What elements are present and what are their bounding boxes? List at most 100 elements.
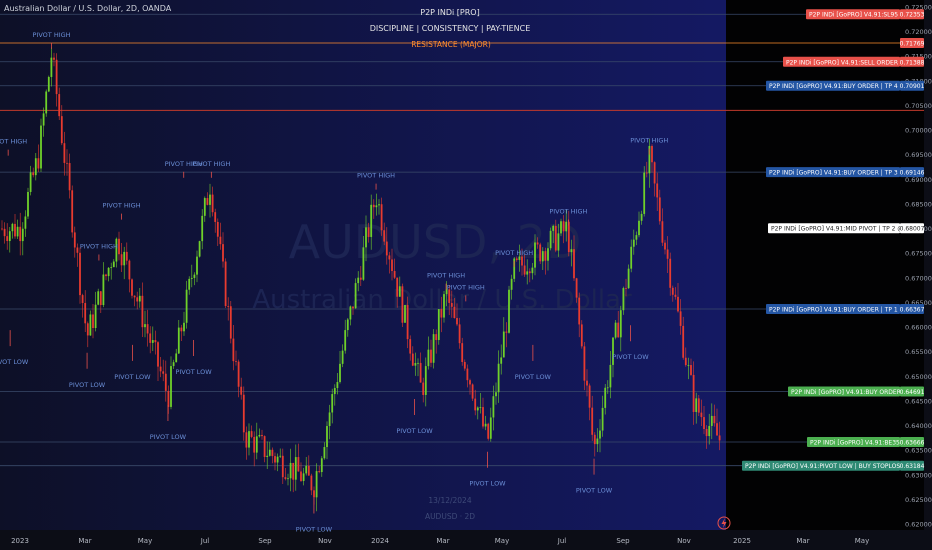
candle [450,290,453,318]
candle [279,448,282,459]
level-badge-tp3[interactable]: P2P INDi [GoPRO] V4.91:BUY ORDER | TP 3 … [766,167,925,178]
candle [34,153,37,181]
svg-text:P2P INDi [GoPRO] V4.91:BE35 @: P2P INDi [GoPRO] V4.91:BE35 @ [810,439,908,446]
candle [508,285,510,334]
candle [677,282,679,313]
candle [315,463,318,512]
y-tick-label: 0.62000 [905,521,932,529]
candle [354,278,357,309]
candle [11,222,14,239]
x-tick-label: May [855,537,869,545]
y-tick-label: 0.72000 [905,28,932,36]
svg-text:PIVOT HIGH: PIVOT HIGH [495,249,533,257]
candle [63,131,66,176]
watermark-symbol: AUDUSD, 2D [289,215,582,269]
candle [523,254,526,277]
candle [263,435,266,463]
candle [157,341,159,381]
level-badge-buy[interactable]: P2P INDi [GoPRO] V4.91:BUY ORDER @0.6469… [788,386,925,397]
candle [456,303,458,327]
candle [544,247,547,275]
svg-text:P2P INDi [GoPRO] V4.91:MID PIV: P2P INDi [GoPRO] V4.91:MID PIVOT | TP 2 … [771,226,903,233]
candle [573,235,575,282]
candle [583,341,586,391]
candle [463,359,466,371]
candle [645,161,648,178]
candle [133,295,136,307]
indicator-title[interactable]: P2P INDi [PRO] [420,8,479,17]
svg-text:0.64691: 0.64691 [900,389,925,396]
candle [419,352,422,383]
candle [346,317,349,337]
candle [440,296,443,333]
svg-text:PIVOT HIGH: PIVOT HIGH [33,31,71,39]
candle [651,144,653,173]
level-badge-tp2[interactable]: P2P INDi [GoPRO] V4.91:MID PIVOT | TP 2 … [768,223,925,234]
candle [674,287,677,300]
svg-text:0.66367: 0.66367 [900,306,925,313]
pivot-low-marker: PIVOT LOW [114,344,151,381]
candle [219,222,222,250]
alert-icon[interactable] [717,516,731,530]
level-badge-resistance[interactable]: 0.71769 [900,37,925,48]
svg-text:PIVOT LOW: PIVOT LOW [150,433,187,441]
pivot-low-marker: PIVOT LOW [150,404,187,441]
candle [86,321,89,348]
candle [469,378,471,395]
candle [328,404,331,440]
candle [536,237,539,249]
candle [125,242,128,265]
svg-text:0.63666: 0.63666 [900,439,925,446]
y-tick-label: 0.63500 [905,447,932,455]
level-badge-current[interactable]: P2P INDi [GoPRO] V4.91:BE35 @0.63666 [807,436,925,447]
candle [357,271,360,292]
candle [302,467,305,486]
candle [391,248,393,281]
candle [320,456,323,477]
level-badge-stoploss[interactable]: P2P INDi [GoPRO] V4.91:PIVOT LOW | BUY S… [742,460,925,471]
candle [203,196,206,222]
candle [632,229,635,255]
level-badge-sell[interactable]: P2P INDi [GoPRO] V4.91:SELL ORDER @0.713… [783,56,925,67]
pivot-high-marker: PIVOT HIGH [630,137,668,155]
y-tick-label: 0.69000 [905,176,932,184]
candle [216,218,219,246]
candle [505,322,508,348]
candle [227,297,230,321]
svg-text:0.71388: 0.71388 [900,59,925,66]
y-tick-label: 0.64000 [905,422,932,430]
svg-text:PIVOT HIGH: PIVOT HIGH [630,137,668,145]
candle [606,380,609,394]
pivot-high-marker: PIVOT HIGH [165,160,203,178]
symbol-title[interactable]: Australian Dollar / U.S. Dollar, 2D, OAN… [4,4,172,13]
svg-text:PIVOT HIGH: PIVOT HIGH [357,172,395,180]
candle [562,215,565,244]
candle [682,316,685,360]
candle [458,317,461,349]
candle [596,428,599,453]
candle [289,448,292,492]
candle [430,339,432,368]
level-badge-tp1[interactable]: P2P INDi [GoPRO] V4.91:BUY ORDER | TP 1 … [766,303,925,314]
candle [164,360,167,402]
svg-text:0.71769: 0.71769 [900,40,925,47]
candle [55,53,58,107]
level-badge-tp4[interactable]: P2P INDi [GoPRO] V4.91:BUY ORDER | TP 4 … [766,80,925,91]
candle [167,385,170,414]
candle [188,276,191,295]
candle [250,425,253,439]
y-tick-label: 0.62500 [905,496,932,504]
candle [697,394,700,416]
level-badge-top[interactable]: P2P INDi [GoPRO] V4.91:SL95 @0.72353 [806,9,925,20]
pivot-high-marker: PIVOT HIGH [80,243,118,261]
candle [541,247,544,271]
candle [310,473,313,496]
candle [318,465,321,474]
pivot-low-marker: PIVOT LOW [0,330,29,366]
candle [294,444,297,491]
candle [248,423,250,456]
svg-text:PIVOT HIGH: PIVOT HIGH [80,243,118,251]
candle [653,161,656,197]
candle [398,276,401,297]
